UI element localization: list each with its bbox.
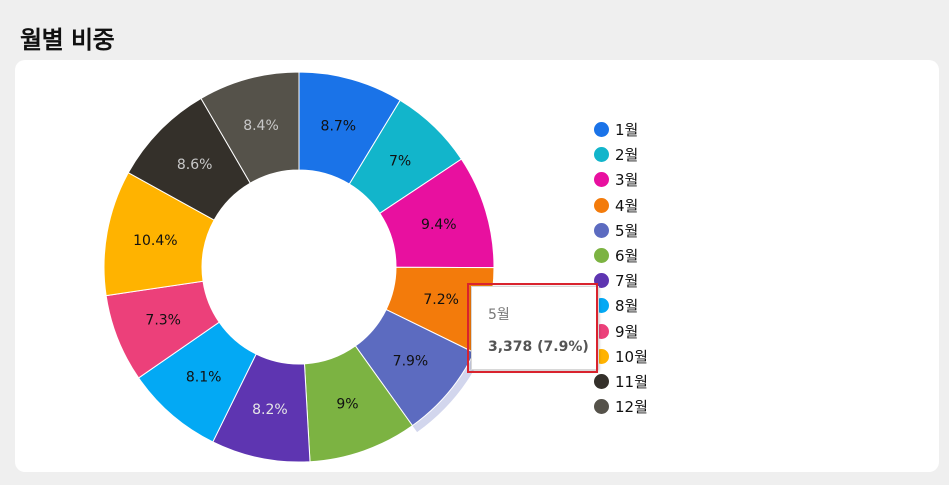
donut-slice-12월[interactable] (200, 71, 300, 184)
slice-label: 8.2% (252, 402, 288, 418)
legend-dot-icon (594, 147, 609, 163)
legend-dot-icon (594, 172, 609, 188)
legend-label: 4월 (615, 196, 639, 215)
legend-label: 1월 (615, 121, 639, 140)
legend-item[interactable]: 8월 (594, 293, 648, 318)
tooltip-value: 3,378 (7.9%) (488, 339, 589, 355)
legend-item[interactable]: 9월 (594, 319, 648, 344)
chart-legend: 1월 2월 3월 4월 5월 6월 7월 8월 9월 10월 11월 12월 (594, 117, 648, 419)
legend-item[interactable]: 12월 (594, 394, 648, 419)
slice-label: 9% (336, 397, 358, 413)
slice-label: 7.2% (423, 292, 459, 308)
legend-label: 10월 (615, 347, 648, 366)
legend-item[interactable]: 5월 (594, 218, 648, 243)
legend-label: 9월 (615, 322, 639, 341)
legend-dot-icon (594, 197, 609, 213)
legend-item[interactable]: 7월 (594, 268, 648, 293)
slice-label: 7.3% (145, 313, 181, 329)
slice-label: 8.4% (243, 118, 279, 134)
legend-label: 3월 (615, 171, 639, 190)
legend-dot-icon (594, 222, 609, 238)
legend-label: 8월 (615, 297, 639, 316)
legend-item[interactable]: 1월 (594, 117, 648, 142)
legend-label: 2월 (615, 146, 639, 165)
legend-item[interactable]: 11월 (594, 369, 648, 394)
page-title: 월별 비중 (20, 26, 115, 54)
slice-label: 8.1% (186, 370, 222, 386)
tooltip-label: 5월 (488, 307, 510, 323)
legend-dot-icon (594, 248, 609, 264)
slice-label: 8.7% (321, 118, 357, 134)
legend-label: 5월 (615, 221, 639, 240)
legend-label: 6월 (615, 247, 639, 266)
legend-item[interactable]: 4월 (594, 193, 648, 218)
legend-dot-icon (594, 399, 609, 415)
legend-item[interactable]: 3월 (594, 167, 648, 192)
legend-label: 11월 (615, 372, 648, 391)
legend-item[interactable]: 6월 (594, 243, 648, 268)
legend-label: 12월 (615, 398, 648, 417)
legend-label: 7월 (615, 272, 639, 291)
legend-item[interactable]: 2월 (594, 142, 648, 167)
slice-label: 7% (389, 154, 411, 170)
chart-tooltip: 5월 3,378 (7.9%) (471, 286, 599, 370)
slice-label: 9.4% (421, 217, 457, 233)
slice-label: 10.4% (133, 233, 177, 249)
legend-item[interactable]: 10월 (594, 344, 648, 369)
slice-label: 7.9% (393, 353, 429, 369)
legend-dot-icon (594, 122, 609, 138)
slice-label: 8.6% (177, 157, 213, 173)
legend-dot-icon (594, 373, 609, 389)
